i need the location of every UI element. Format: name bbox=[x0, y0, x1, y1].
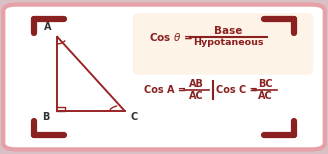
Text: Base: Base bbox=[214, 26, 242, 36]
Text: B: B bbox=[42, 112, 50, 122]
Text: C: C bbox=[131, 112, 138, 122]
FancyBboxPatch shape bbox=[3, 5, 325, 149]
Text: Cos A =: Cos A = bbox=[144, 85, 186, 95]
FancyBboxPatch shape bbox=[133, 13, 313, 75]
Text: Hypotaneous: Hypotaneous bbox=[193, 38, 263, 47]
Text: AB: AB bbox=[189, 79, 204, 89]
Text: AC: AC bbox=[258, 91, 272, 101]
Text: BC: BC bbox=[258, 79, 272, 89]
Text: AC: AC bbox=[189, 91, 203, 101]
Text: A: A bbox=[44, 22, 51, 32]
Text: Cos C =: Cos C = bbox=[216, 85, 258, 95]
Text: Cos $\theta$ =: Cos $\theta$ = bbox=[149, 31, 193, 43]
